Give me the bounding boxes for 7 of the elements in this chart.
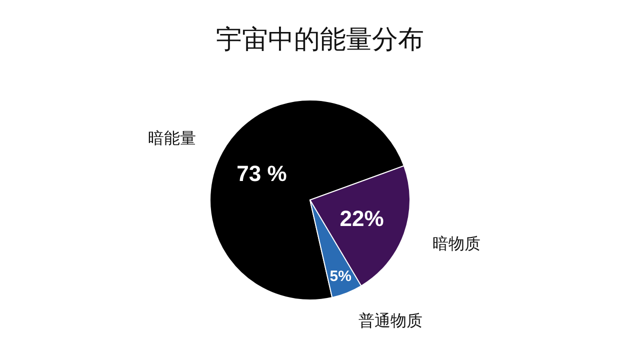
slice-label: 普通物质 — [358, 311, 422, 330]
data-label: 73 % — [236, 161, 287, 186]
data-label: 5% — [330, 268, 352, 286]
slice-label: 暗物质 — [432, 234, 480, 254]
chart-title: 宇宙中的能量分布 — [216, 25, 424, 55]
slice-label: 暗能量 — [148, 128, 196, 148]
data-label: 22% — [340, 206, 384, 231]
